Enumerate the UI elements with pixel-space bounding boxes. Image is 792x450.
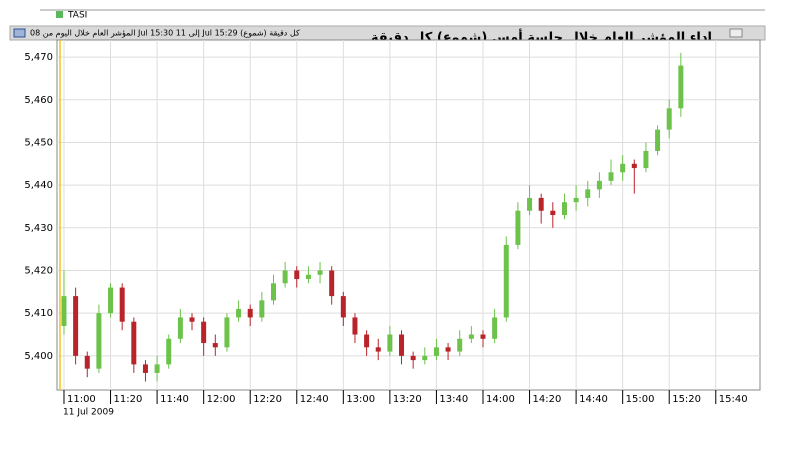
candle-body (108, 287, 114, 314)
candle-body (480, 334, 486, 339)
x-tick-label: 14:40 (579, 394, 608, 405)
candle-body (329, 270, 335, 297)
y-tick-label: 5,450 (24, 137, 53, 148)
chart-subtitle: المؤشر العام خلال اليوم من 08 Jul 15:30 … (30, 29, 300, 39)
candle-body (538, 197, 544, 211)
y-tick-label: 5,440 (24, 180, 53, 191)
candle-body (340, 296, 346, 318)
candle-body (177, 317, 183, 339)
candle-body (596, 180, 602, 190)
candle-body (73, 296, 79, 356)
candle-body (84, 355, 90, 369)
y-tick-label: 5,430 (24, 223, 53, 234)
candle-body (515, 210, 521, 245)
candle-body (259, 300, 265, 318)
candle-body (399, 334, 405, 356)
candle-body (561, 202, 567, 215)
candle-body (457, 338, 463, 352)
x-tick-label: 13:00 (346, 394, 375, 405)
candle-body (620, 163, 626, 173)
candle-body (61, 296, 67, 326)
candle-body (224, 317, 230, 348)
candle-body (212, 343, 218, 348)
candle-body (236, 308, 242, 318)
candle-body (317, 270, 323, 275)
x-tick-label: 12:00 (207, 394, 236, 405)
candle-body (631, 163, 637, 169)
header-button[interactable] (729, 28, 743, 38)
y-tick-label: 5,400 (24, 351, 53, 362)
legend-label: TASI (67, 11, 87, 21)
candle-body (585, 189, 591, 198)
candle-body (352, 317, 358, 335)
candle-body (375, 347, 381, 352)
candle-body (503, 244, 509, 318)
candle-body (154, 364, 160, 373)
x-tick-label: 15:40 (719, 394, 748, 405)
x-tick-label: 13:40 (439, 394, 468, 405)
candle-body (492, 317, 498, 339)
candle-body (119, 287, 125, 322)
date-label: 11 Jul 2009 (63, 408, 114, 418)
candle-body (189, 317, 195, 322)
x-tick-label: 15:20 (672, 394, 701, 405)
y-tick-label: 5,460 (24, 95, 53, 106)
x-tick-label: 13:20 (393, 394, 422, 405)
candle-body (131, 321, 137, 365)
candle-body (96, 313, 102, 369)
candle-body (655, 129, 661, 151)
candle-body (387, 334, 393, 352)
x-tick-label: 11:40 (160, 394, 189, 405)
candle-body (142, 364, 148, 373)
candle-body (270, 283, 276, 301)
candle-body (294, 270, 300, 280)
candle-body (527, 197, 533, 211)
candle-body (282, 270, 288, 284)
x-tick-label: 11:20 (114, 394, 143, 405)
candle-body (678, 65, 684, 109)
y-tick-label: 5,420 (24, 265, 53, 276)
y-tick-label: 5,470 (24, 52, 53, 63)
x-tick-label: 11:00 (67, 394, 96, 405)
x-tick-label: 12:40 (300, 394, 329, 405)
header-icon (13, 28, 26, 38)
candle-body (201, 321, 207, 344)
candle-body (422, 355, 428, 361)
candle-body (364, 334, 370, 348)
candle-body (305, 274, 311, 280)
x-tick-label: 15:00 (626, 394, 655, 405)
candle-body (445, 347, 451, 352)
candle-body (410, 355, 416, 361)
legend-swatch (56, 11, 63, 18)
candle-body (166, 338, 172, 365)
x-tick-label: 12:20 (253, 394, 282, 405)
candle-body (247, 308, 253, 318)
candle-body (468, 334, 474, 339)
y-tick-label: 5,410 (24, 308, 53, 319)
candle-body (573, 197, 579, 203)
candle-body (666, 108, 672, 130)
candle-body (643, 150, 649, 169)
plot-area (56, 39, 761, 391)
candle-body (433, 347, 439, 356)
x-tick-label: 14:20 (533, 394, 562, 405)
candle-body (608, 172, 614, 181)
x-tick-label: 14:00 (486, 394, 515, 405)
candle-body (550, 210, 556, 215)
